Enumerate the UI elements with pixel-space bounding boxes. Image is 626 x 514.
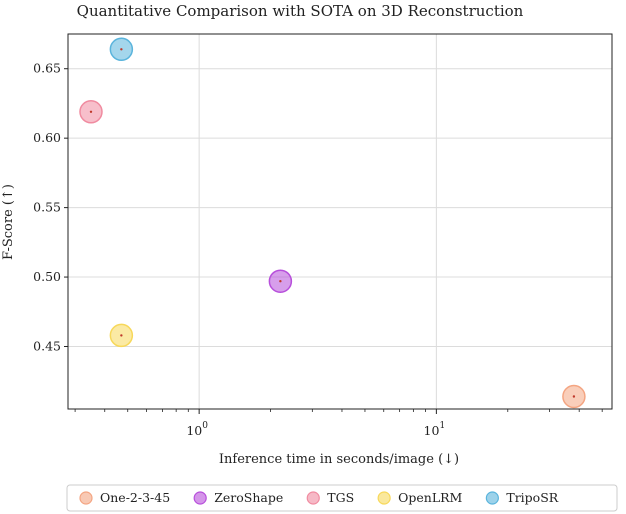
legend-marker: [377, 491, 391, 505]
x-tick-exponent: 1: [439, 421, 445, 431]
data-point-center: [120, 334, 123, 337]
legend-label: TripoSR: [506, 490, 558, 505]
legend-marker: [79, 491, 93, 505]
legend-label: ZeroShape: [214, 490, 283, 505]
data-point-center: [89, 110, 93, 113]
data-points: [79, 37, 586, 409]
legend-marker: [485, 491, 499, 505]
legend-marker: [193, 491, 207, 505]
y-tick-label: 0.65: [33, 61, 61, 76]
legend-label: One-2-3-45: [100, 490, 170, 505]
chart-title: Quantitative Comparison with SOTA on 3D …: [77, 2, 524, 20]
x-tick-exponent: 0: [202, 421, 208, 431]
y-tick-label: 0.60: [33, 130, 61, 145]
plot-frame: [67, 33, 613, 410]
data-point-center: [279, 280, 282, 283]
data-point-center: [572, 395, 576, 398]
x-tick-label: 101: [424, 421, 446, 438]
legend-label: TGS: [327, 490, 354, 505]
x-tick-base: 10: [424, 423, 440, 438]
legend: One-2-3-45 ZeroShape TGS OpenLRM TripoSR: [66, 484, 618, 512]
grid: [68, 34, 612, 409]
legend-marker: [306, 491, 320, 505]
data-point-center: [120, 48, 123, 51]
y-tick-label: 0.55: [33, 200, 61, 215]
y-tick-label: 0.45: [33, 339, 61, 354]
legend-box: [66, 484, 618, 512]
legend-label: OpenLRM: [398, 490, 462, 505]
x-tick-base: 10: [186, 423, 202, 438]
x-axis-label: Inference time in seconds/image (↓): [219, 452, 459, 467]
x-tick-label: 100: [186, 421, 208, 438]
y-axis-label: F-Score (↑): [1, 184, 16, 260]
y-tick-label: 0.50: [33, 269, 61, 284]
